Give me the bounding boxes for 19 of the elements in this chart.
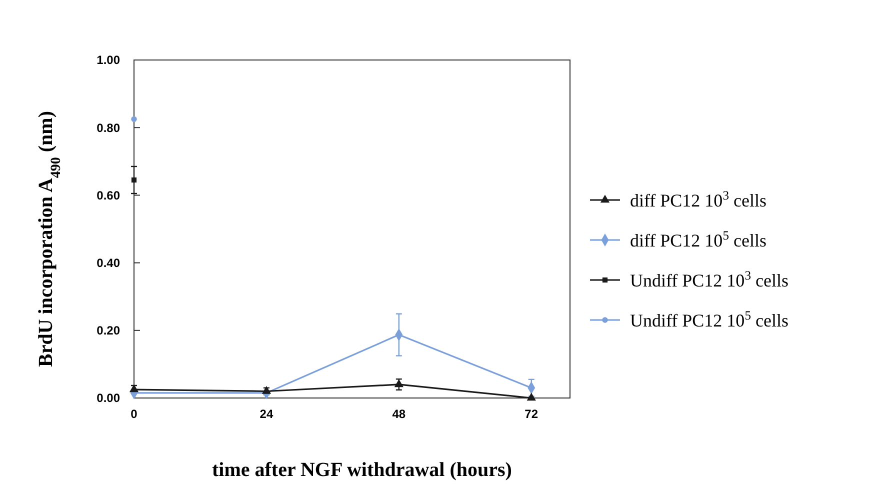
y-tick-label: 0.40 xyxy=(96,256,120,270)
x-tick-label: 72 xyxy=(524,407,538,421)
y-tick-label: 0.20 xyxy=(96,324,120,338)
point xyxy=(394,379,404,388)
point xyxy=(129,384,139,392)
point xyxy=(131,177,137,183)
y-tick-label: 0.80 xyxy=(96,120,120,135)
y-tick-label: 1.00 xyxy=(96,53,120,68)
y-tick-label: 0.00 xyxy=(96,391,120,406)
point xyxy=(131,116,137,122)
legend-label: Undiff PC12 10$^{5}$ cells xyxy=(630,308,788,330)
legend-label: Undiff PC12 10$^{3}$ cells xyxy=(630,268,788,290)
x-tick-label: 48 xyxy=(392,407,406,421)
legend-label: diff PC12 10$^{3}$ cells xyxy=(630,188,766,210)
legend-label: diff PC12 10$^{5}$ cells xyxy=(630,228,766,250)
x-axis-title: time after NGF withdrawal (hours) xyxy=(212,459,512,481)
x-tick-label: 24 xyxy=(260,407,274,421)
x-tick-label: 0 xyxy=(130,407,138,421)
y-tick-label: 0.60 xyxy=(96,188,120,202)
